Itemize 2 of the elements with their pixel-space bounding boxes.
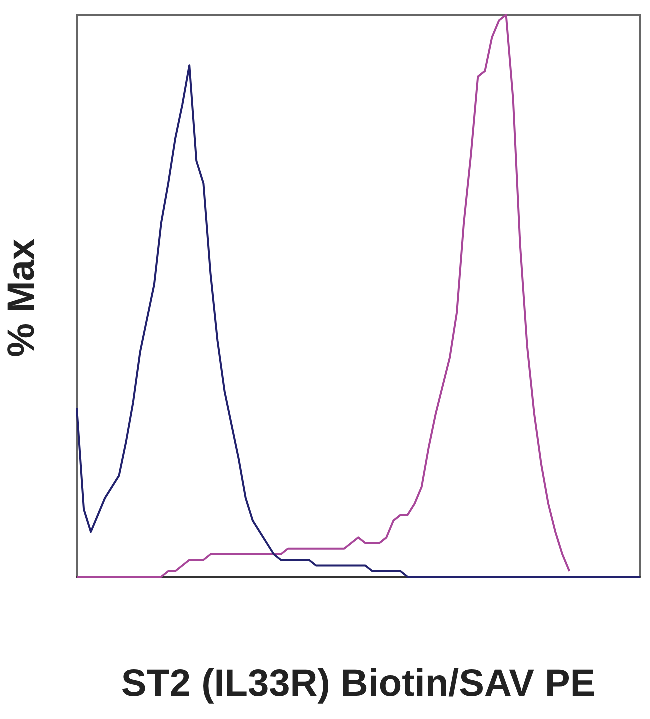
x-axis-title: ST2 (IL33R) Biotin/SAV PE xyxy=(121,663,596,705)
y-axis-title: % Max xyxy=(1,238,43,358)
